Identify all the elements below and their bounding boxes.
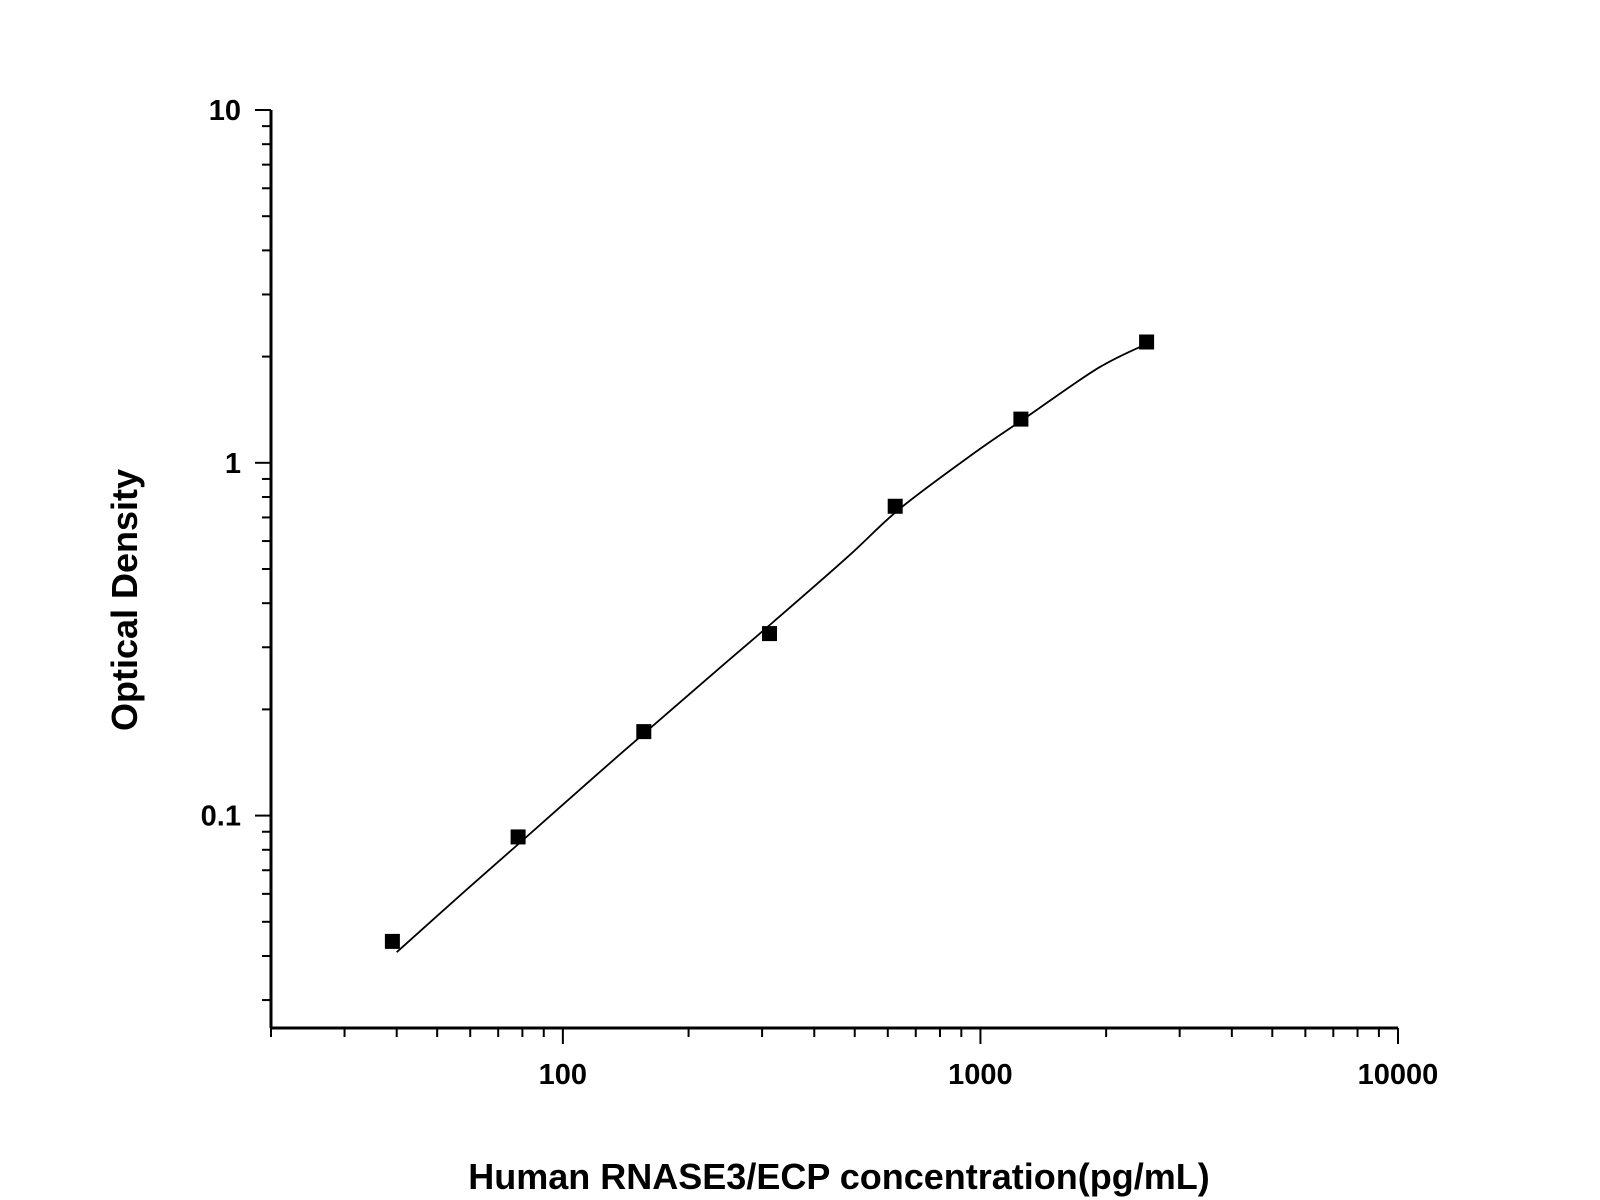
data-point <box>887 498 903 514</box>
y-axis-title: Optical Density <box>104 469 145 731</box>
x-axis-title: Human RNASE3/ECP concentration(pg/mL) <box>468 1156 1209 1197</box>
x-tick-label: 1000 <box>948 1059 1013 1091</box>
data-point <box>384 933 400 949</box>
data-point <box>636 724 652 740</box>
y-tick-label: 10 <box>209 95 241 127</box>
data-points-layer <box>384 334 1155 949</box>
y-tick-label: 1 <box>225 448 241 480</box>
data-point <box>510 829 526 845</box>
ticks <box>255 109 1399 1044</box>
y-tick-label: 0.1 <box>201 801 241 833</box>
data-point <box>761 626 777 642</box>
tick-labels: 100 1000 10000 0.1 1 10 <box>201 95 1439 1091</box>
fit-curve-layer <box>396 341 1152 953</box>
fit-curve-line <box>396 341 1152 953</box>
data-point <box>1013 411 1029 427</box>
data-point <box>1139 334 1155 350</box>
x-tick-label: 10000 <box>1358 1059 1439 1091</box>
x-tick-label: 100 <box>539 1059 587 1091</box>
